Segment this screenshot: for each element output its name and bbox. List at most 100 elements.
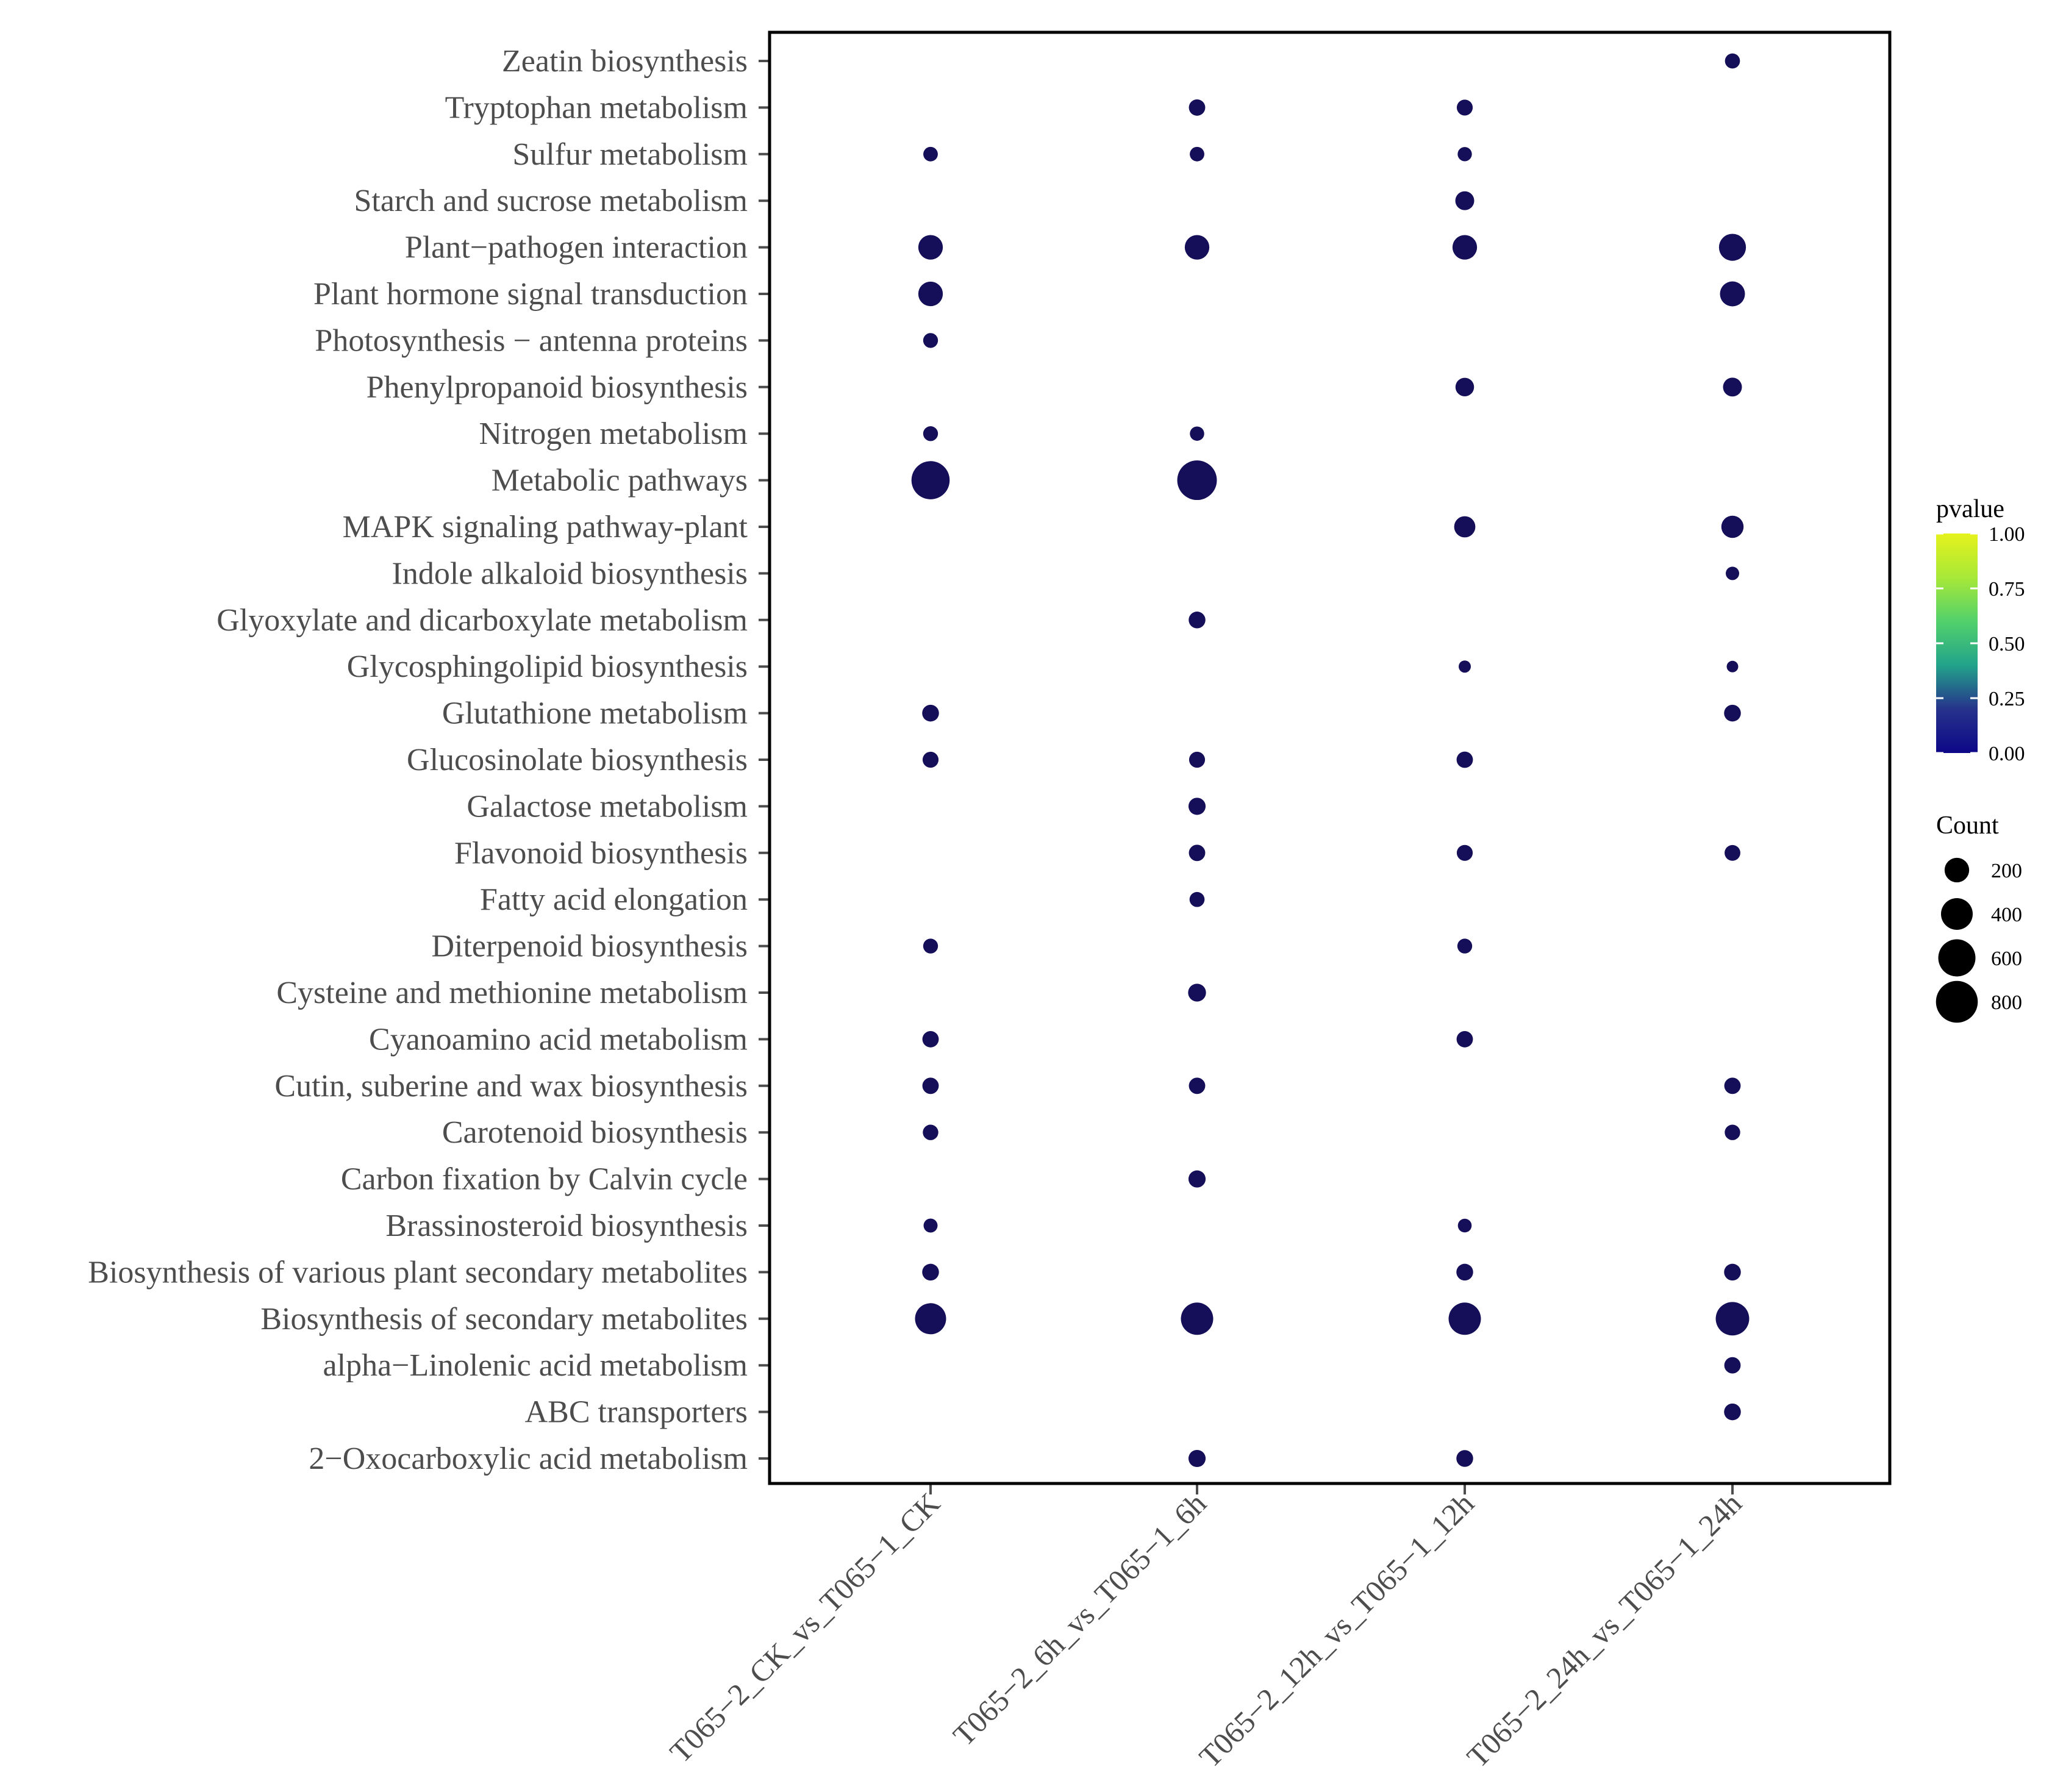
bubble-point bbox=[1456, 1450, 1473, 1467]
bubble-point bbox=[922, 751, 939, 768]
bubble-point bbox=[1189, 751, 1206, 768]
bubble-point bbox=[1177, 460, 1217, 501]
y-axis-ticks bbox=[759, 60, 770, 1460]
count-legend-label: 400 bbox=[1991, 904, 2022, 926]
bubble-point bbox=[1190, 426, 1204, 441]
y-tick-label: Glutathione metabolism bbox=[442, 696, 748, 731]
pvalue-tick-label: 0.75 bbox=[1989, 578, 2025, 601]
y-tick-label: Indole alkaloid biosynthesis bbox=[392, 556, 748, 591]
bubble-point bbox=[1718, 234, 1746, 261]
bubble-point bbox=[1457, 147, 1472, 162]
x-axis-ticks bbox=[929, 1483, 1734, 1494]
count-legend-title: Count bbox=[1936, 812, 1999, 840]
y-tick-label: Biosynthesis of various plant secondary … bbox=[88, 1255, 748, 1290]
bubble-point bbox=[923, 1218, 938, 1233]
bubble-point bbox=[1724, 1263, 1741, 1281]
bubble-point bbox=[1188, 1170, 1206, 1188]
bubble-point bbox=[1454, 516, 1476, 538]
y-axis-tick-labels: Zeatin biosynthesis Tryptophan metabolism… bbox=[88, 44, 748, 1476]
bubble-point bbox=[1725, 53, 1740, 69]
y-tick-label: Galactose metabolism bbox=[467, 789, 748, 824]
bubble-point bbox=[911, 461, 950, 499]
bubble-point bbox=[1189, 99, 1206, 116]
bubble-point bbox=[922, 1077, 939, 1094]
bubble-point bbox=[1455, 377, 1475, 397]
y-tick-label: Glyoxylate and dicarboxylate metabolism bbox=[216, 603, 748, 638]
y-tick-label: Cysteine and methionine metabolism bbox=[276, 976, 748, 1010]
x-axis-tick-labels: T065−2_CK_vs_T065−1_CK T065−2_6h_vs_T065−… bbox=[663, 1486, 1748, 1774]
y-tick-label: Phenylpropanoid biosynthesis bbox=[366, 370, 748, 405]
y-tick-label: Cyanoamino acid metabolism bbox=[369, 1022, 748, 1057]
bubble-point bbox=[1181, 1302, 1214, 1335]
bubble-point bbox=[915, 1303, 946, 1335]
count-size-legend: Count 200 400 600 800 bbox=[1936, 812, 2022, 1023]
bubble-point bbox=[1456, 99, 1473, 116]
bubble-point bbox=[1724, 1077, 1741, 1094]
y-tick-label: Nitrogen metabolism bbox=[479, 416, 748, 451]
y-tick-label: Tryptophan metabolism bbox=[445, 90, 748, 125]
y-tick-label: Sulfur metabolism bbox=[512, 137, 748, 172]
count-legend-key bbox=[1944, 857, 1970, 883]
y-tick-label: Flavonoid biosynthesis bbox=[454, 836, 748, 871]
bubble-point bbox=[1723, 377, 1742, 397]
bubble-point bbox=[1715, 1302, 1750, 1336]
pvalue-tick-label: 0.00 bbox=[1989, 743, 2025, 765]
y-tick-label: MAPK signaling pathway-plant bbox=[343, 510, 748, 544]
bubble-point bbox=[1189, 1077, 1206, 1094]
bubble-point bbox=[923, 426, 938, 441]
bubble-point bbox=[1455, 191, 1475, 210]
bubble-point bbox=[1448, 1302, 1481, 1335]
bubble-point bbox=[1457, 1218, 1472, 1233]
count-legend-label: 800 bbox=[1991, 991, 2022, 1014]
bubble-point bbox=[1459, 660, 1471, 673]
bubble-point bbox=[1725, 1124, 1740, 1140]
y-tick-label: Plant−pathogen interaction bbox=[405, 230, 748, 265]
bubble-point bbox=[1724, 1357, 1741, 1374]
y-tick-label: Biosynthesis of secondary metabolites bbox=[260, 1302, 748, 1337]
y-tick-label: Cutin, suberine and wax biosynthesis bbox=[274, 1069, 748, 1104]
y-tick-label: Plant hormone signal transduction bbox=[313, 277, 748, 312]
y-tick-label: alpha−Linolenic acid metabolism bbox=[323, 1348, 748, 1383]
y-tick-label: Metabolic pathways bbox=[492, 463, 748, 498]
bubble-point bbox=[1188, 798, 1206, 815]
pvalue-tick-label: 0.25 bbox=[1989, 688, 2025, 710]
y-tick-label: Starch and sucrose metabolism bbox=[354, 184, 748, 218]
y-tick-label: Carotenoid biosynthesis bbox=[442, 1115, 748, 1150]
pvalue-tick-label: 1.00 bbox=[1989, 523, 2025, 546]
count-legend-label: 600 bbox=[1991, 948, 2022, 970]
bubble-point bbox=[1724, 704, 1741, 722]
bubble-point bbox=[1726, 660, 1739, 673]
bubble-point bbox=[1190, 146, 1204, 162]
x-tick-label: T065−2_6h_vs_T065−1_6h bbox=[946, 1486, 1213, 1752]
bubble-point bbox=[1189, 844, 1206, 862]
y-tick-label: Glycosphingolipid biosynthesis bbox=[347, 649, 748, 684]
bubble-point bbox=[923, 1124, 938, 1140]
bubble-point bbox=[1726, 566, 1739, 580]
y-tick-label: Zeatin biosynthesis bbox=[502, 44, 748, 79]
count-legend-key bbox=[1936, 980, 1978, 1023]
bubble-point bbox=[922, 1030, 939, 1048]
count-legend-key bbox=[1938, 939, 1976, 977]
y-tick-label: ABC transporters bbox=[525, 1395, 748, 1430]
y-tick-label: Brassinosteroid biosynthesis bbox=[385, 1208, 748, 1243]
y-tick-label: Fatty acid elongation bbox=[480, 882, 748, 917]
bubble-point bbox=[1721, 515, 1744, 538]
bubble-point bbox=[923, 146, 938, 162]
bubble-point bbox=[1184, 235, 1210, 260]
bubble-point bbox=[1456, 1030, 1473, 1048]
bubble-point bbox=[1720, 281, 1745, 307]
count-legend-key bbox=[1941, 898, 1973, 930]
bubble-point bbox=[922, 1263, 939, 1281]
plot-panel-border bbox=[768, 30, 1892, 1485]
bubble-point bbox=[1456, 844, 1473, 861]
bubble-point bbox=[923, 938, 938, 954]
bubble-point bbox=[1724, 1403, 1741, 1421]
x-tick-label: T065−2_12h_vs_T065−1_12h bbox=[1192, 1486, 1480, 1774]
bubble-point bbox=[918, 235, 943, 260]
y-tick-label: Carbon fixation by Calvin cycle bbox=[341, 1162, 748, 1197]
pvalue-legend-title: pvalue bbox=[1936, 495, 2004, 523]
bubble-point bbox=[1189, 612, 1206, 629]
bubble-point bbox=[923, 333, 938, 348]
